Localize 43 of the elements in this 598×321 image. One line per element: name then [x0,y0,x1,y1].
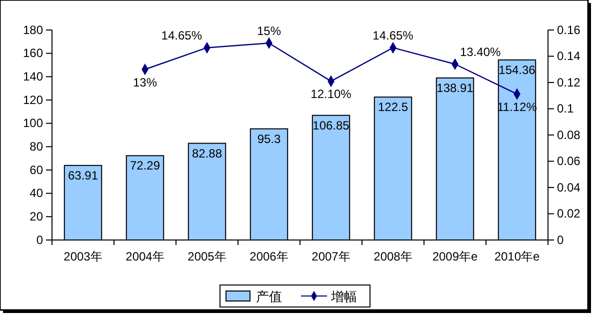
data-label: 63.91 [68,168,98,182]
y-tick-label: 80 [30,140,44,154]
y2-tick-label: 0.12 [557,75,581,90]
x-tick-label: 2008年 [374,250,412,264]
data-label: 12.10% [310,87,352,102]
data-label: 14.65% [372,28,414,43]
y2-tick-label: 0.1 [557,102,574,116]
y-tick-label: 40 [30,186,44,200]
y2-tick-label: 0.02 [557,206,581,221]
x-tick-label: 2005年 [188,250,226,264]
data-label: 154.36 [498,62,536,77]
y2-tick-label: 0.14 [557,49,581,64]
legend-label: 增幅 [330,289,357,304]
x-tick-label: 2004年 [126,250,164,264]
y-tick-label: 20 [30,210,44,224]
legend-label: 产值 [256,289,282,304]
data-label: 82.88 [192,146,222,160]
y2-tick-label: 0.08 [557,128,581,142]
y2-tick-label: 0.04 [557,180,581,194]
data-label: 14.65% [161,28,202,43]
x-tick-label: 2007年 [312,250,350,264]
y2-tick-label: 0.16 [557,22,581,37]
data-label: 138.91 [436,80,474,95]
data-label: 95.3 [257,132,281,146]
data-label: 122.5 [378,100,408,114]
y-tick-label: 60 [30,162,44,177]
y-tick-label: 160 [22,46,44,60]
data-label: 13.40% [460,45,502,60]
y-tick-label: 180 [22,22,44,37]
y-tick-label: 120 [22,92,44,107]
data-label: 72.29 [130,158,160,173]
x-tick-label: 2010年e [494,250,540,264]
x-tick-label: 2003年 [64,250,102,264]
data-label: 15% [256,24,282,38]
y-tick-label: 140 [22,70,44,84]
y2-tick-label: 0 [557,232,564,247]
data-label: 13% [132,75,158,90]
y2-tick-label: 0.06 [557,154,581,168]
y-tick-label: 0 [36,232,44,247]
y-tick-label: 100 [22,116,44,130]
x-tick-label: 2006年 [250,250,288,264]
x-tick-label: 2009年e [432,250,478,264]
data-label: 106.85 [312,118,350,132]
